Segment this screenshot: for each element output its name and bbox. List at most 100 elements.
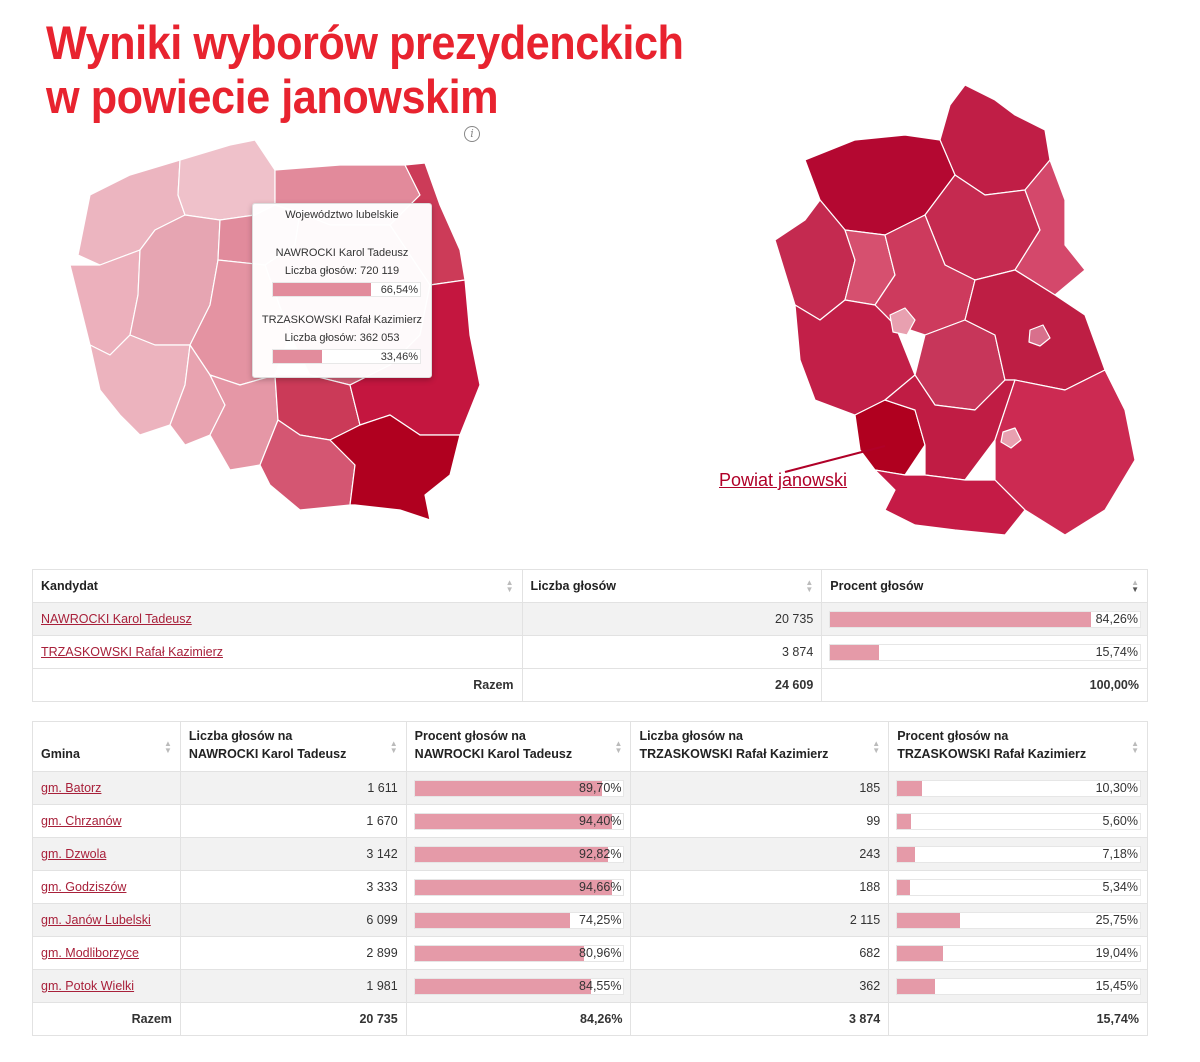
percent-bar-nawrocki: 80,96% <box>413 944 625 962</box>
percent-label: 10,30% <box>1095 780 1138 795</box>
percent-label: 94,40% <box>579 813 622 828</box>
gmina-link[interactable]: gm. Batorz <box>41 781 102 795</box>
table-row: NAWROCKI Karol Tadeusz 20 735 84,26% <box>32 602 1148 636</box>
header-procent-glosow[interactable]: Procent głosów ▲ ▼ <box>821 569 1148 603</box>
votes-nawrocki-cell: 2 899 <box>179 936 407 970</box>
region-tooltip: Województwo lubelskie NAWROCKI Karol Tad… <box>252 203 432 378</box>
table-row: TRZASKOWSKI Rafał Kazimierz 3 874 15,74% <box>32 635 1148 669</box>
percent-bar-fill <box>414 846 609 862</box>
percent-label: 74,25% <box>579 912 622 927</box>
percent-label: 15,74% <box>1095 644 1138 659</box>
table-row: gm. Dzwola 3 142 92,82% 243 7,18% <box>32 837 1148 871</box>
percent-bar-fill <box>414 780 602 796</box>
table-row: gm. Modliborzyce 2 899 80,96% 682 19,04% <box>32 936 1148 970</box>
sort-desc-icon[interactable]: ▲ ▼ <box>1131 578 1139 594</box>
sort-icon[interactable]: ▲ ▼ <box>805 578 814 594</box>
gmina-link[interactable]: gm. Chrzanów <box>41 814 122 828</box>
percent-label: 5,60% <box>1102 813 1138 828</box>
county-powiat-janowski[interactable] <box>854 399 926 476</box>
total-votes-nawrocki: 20 735 <box>179 1002 407 1036</box>
header-percent-nawrocki[interactable]: Procent głosów na NAWROCKI Karol Tadeusz ▲… <box>405 721 632 772</box>
janowski-pointer-line <box>784 445 886 473</box>
county-southeast[interactable] <box>994 369 1136 536</box>
gmina-link[interactable]: gm. Dzwola <box>41 847 107 861</box>
sort-icon[interactable]: ▲ ▼ <box>389 738 398 755</box>
gmina-link[interactable]: gm. Godziszów <box>41 880 127 894</box>
gmina-results-table: Gmina ▲ ▼ Liczba głosów na NAWROCKI Karol T… <box>32 721 1148 1036</box>
city-chelm[interactable] <box>1028 324 1051 347</box>
tooltip-region-name: Województwo lubelskie <box>285 209 399 221</box>
table-row: gm. Chrzanów 1 670 94,40% 99 5,60% <box>32 804 1148 838</box>
header-liczba-glosow[interactable]: Liczba głosów ▲ ▼ <box>521 569 823 603</box>
tooltip-candidate-1-name: NAWROCKI Karol Tadeusz <box>275 247 409 259</box>
tooltip-candidate-1-percent: 66,54% <box>380 284 418 296</box>
percent-bar-fill <box>897 813 911 829</box>
votes-trzaskowski-cell: 682 <box>630 936 890 970</box>
percent-label: 89,70% <box>579 780 622 795</box>
sort-icon[interactable]: ▲ ▼ <box>163 738 172 755</box>
powiat-janowski-label[interactable]: Powiat janowski <box>719 470 848 490</box>
total-percent: 100,00% <box>821 668 1148 702</box>
tooltip-candidate-1-bar-fill <box>273 283 371 296</box>
votes-cell: 3 874 <box>521 635 823 669</box>
percent-bar-nawrocki: 89,70% <box>413 779 625 797</box>
header-votes-nawrocki[interactable]: Liczba głosów na NAWROCKI Karol Tadeusz ▲ ▼ <box>179 721 407 772</box>
tooltip-candidate-1-bar: 66,54% <box>272 282 421 297</box>
percent-bar-fill <box>897 945 944 961</box>
title-line-2: w powiecie janowskim <box>46 70 499 123</box>
header-kandydat[interactable]: Kandydat ▲ ▼ <box>32 569 523 603</box>
percent-label: 5,34% <box>1102 879 1138 894</box>
region-podkarpackie[interactable] <box>329 414 461 521</box>
percent-bar-nawrocki: 92,82% <box>413 845 625 863</box>
tooltip-candidate-2-votes: Liczba głosów: 362 053 <box>284 332 400 344</box>
table-row: gm. Janów Lubelski 6 099 74,25% 2 115 25,75% <box>32 903 1148 937</box>
percent-bar-trzaskowski: 5,34% <box>896 878 1141 896</box>
percent-label: 15,45% <box>1095 978 1138 993</box>
percent-bar-nawrocki: 94,40% <box>413 812 625 830</box>
percent-bar-fill <box>830 644 880 660</box>
header-percent-trzaskowski[interactable]: Procent głosów na TRZASKOWSKI Rafał Kazim… <box>888 721 1148 772</box>
city-zamosc[interactable] <box>1000 427 1022 449</box>
percent-bar-fill <box>897 912 960 928</box>
candidate-link[interactable]: TRZASKOWSKI Rafał Kazimierz <box>41 645 223 659</box>
percent-bar-trzaskowski: 5,60% <box>896 812 1141 830</box>
percent-bar-fill <box>830 611 1092 627</box>
percent-label: 80,96% <box>579 945 622 960</box>
percent-bar: 15,74% <box>829 643 1141 661</box>
header-gmina[interactable]: Gmina ▲ ▼ <box>32 721 181 772</box>
gmina-link[interactable]: gm. Potok Wielki <box>41 979 135 993</box>
votes-trzaskowski-cell: 188 <box>630 870 890 904</box>
total-label: Razem <box>32 1002 181 1036</box>
sort-icon[interactable]: ▲ ▼ <box>614 738 623 755</box>
percent-label: 25,75% <box>1095 912 1138 927</box>
total-votes-trzaskowski: 3 874 <box>630 1002 890 1036</box>
table-row: gm. Batorz 1 611 89,70% 185 10,30% <box>32 771 1148 805</box>
city-lublin[interactable] <box>889 307 916 336</box>
sort-icon[interactable]: ▲ ▼ <box>872 738 881 755</box>
percent-bar-nawrocki: 74,25% <box>413 911 625 929</box>
county-south-central[interactable] <box>884 374 1016 481</box>
percent-bar-fill <box>414 879 613 895</box>
title-line-1: Wyniki wyborów prezydenckich <box>46 16 684 69</box>
sort-icon[interactable]: ▲ ▼ <box>505 578 514 594</box>
sort-icon[interactable]: ▲ ▼ <box>1131 738 1139 755</box>
gmina-link[interactable]: gm. Janów Lubelski <box>41 913 151 927</box>
total-label: Razem <box>32 668 523 702</box>
percent-bar-trzaskowski: 7,18% <box>896 845 1141 863</box>
county-east-light[interactable] <box>1014 159 1086 296</box>
percent-bar-fill <box>897 846 915 862</box>
percent-label: 92,82% <box>579 846 622 861</box>
votes-trzaskowski-cell: 185 <box>630 771 890 805</box>
county-south[interactable] <box>874 469 1026 536</box>
percent-bar-trzaskowski: 25,75% <box>896 911 1141 929</box>
lubelskie-map <box>774 84 1136 536</box>
votes-trzaskowski-cell: 243 <box>630 837 890 871</box>
percent-label: 94,66% <box>579 879 622 894</box>
info-icon[interactable]: i <box>464 126 480 142</box>
tooltip-candidate-2-bar-fill <box>273 350 323 363</box>
candidate-link[interactable]: NAWROCKI Karol Tadeusz <box>41 612 192 626</box>
votes-nawrocki-cell: 1 981 <box>179 969 407 1003</box>
percent-bar-nawrocki: 84,55% <box>413 977 625 995</box>
gmina-link[interactable]: gm. Modliborzyce <box>41 946 139 960</box>
header-votes-trzaskowski[interactable]: Liczba głosów na TRZASKOWSKI Rafał Kazimi… <box>630 721 890 772</box>
